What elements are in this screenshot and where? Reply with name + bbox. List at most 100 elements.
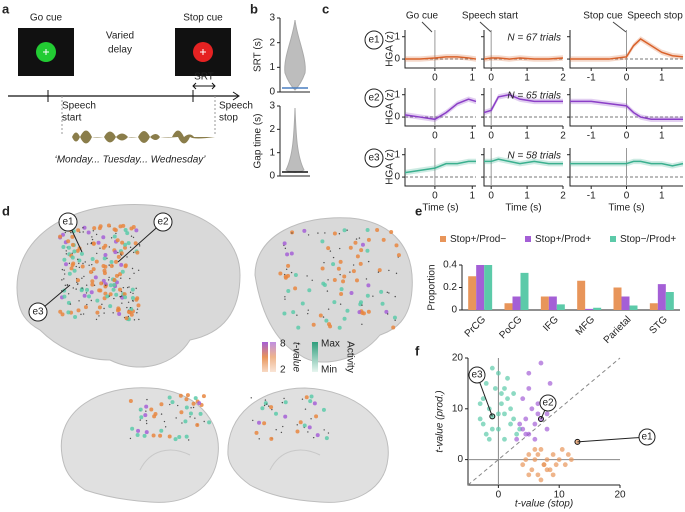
electrode xyxy=(365,248,370,253)
legend-swatch xyxy=(610,236,616,242)
electrode xyxy=(355,238,358,240)
electrode xyxy=(188,411,193,416)
electrode xyxy=(112,312,114,314)
brain-sulcus xyxy=(139,449,321,471)
electrode xyxy=(75,265,77,268)
electrode xyxy=(95,233,98,236)
electrode xyxy=(119,295,122,298)
electrode xyxy=(283,274,288,279)
point xyxy=(496,411,501,417)
electrode xyxy=(332,231,337,236)
electrode xyxy=(70,231,72,234)
electrode xyxy=(70,255,75,260)
x-tick-label: 0 xyxy=(488,73,494,84)
electrode xyxy=(352,264,355,266)
electrode xyxy=(282,311,287,316)
x-axis-label: Time (s) xyxy=(422,203,458,214)
y-tick-label: 0 xyxy=(394,172,400,183)
electrode xyxy=(82,225,87,230)
axes xyxy=(461,265,680,311)
point xyxy=(477,416,483,422)
electrode xyxy=(329,250,332,252)
electrode xyxy=(336,266,341,271)
electrode xyxy=(327,322,332,327)
x-tick-label: 0 xyxy=(496,490,502,501)
electrode xyxy=(119,262,124,267)
electrode xyxy=(91,238,94,241)
electrode xyxy=(263,404,266,407)
electrode xyxy=(324,318,329,323)
electrode xyxy=(103,243,108,248)
stop-cue-label: Stop cue xyxy=(183,13,223,24)
x-tick-label: 2 xyxy=(560,191,566,202)
electrode xyxy=(173,437,178,442)
electrode xyxy=(116,307,121,312)
srt-bracket xyxy=(192,82,216,90)
electrode xyxy=(116,254,121,259)
axes xyxy=(404,88,476,127)
electrode xyxy=(121,302,123,304)
x-tick-label: 1 xyxy=(659,191,665,202)
electrode xyxy=(103,312,105,314)
panel-label: a xyxy=(2,1,10,16)
electrode xyxy=(381,237,386,242)
identity-line xyxy=(467,357,621,486)
electrode xyxy=(193,396,198,401)
electrode xyxy=(160,413,163,415)
electrode xyxy=(113,250,118,255)
point xyxy=(480,421,486,427)
electrode xyxy=(145,420,148,422)
electrode xyxy=(112,234,117,239)
electrode xyxy=(60,232,65,237)
electrode xyxy=(66,245,71,250)
y-tick-label: 1 xyxy=(394,149,400,160)
x-tick-label: 20 xyxy=(614,490,626,501)
panel-label: e xyxy=(415,203,422,218)
electrode xyxy=(108,246,111,248)
electrode xyxy=(129,246,132,249)
electrode xyxy=(337,325,342,330)
electrode xyxy=(83,275,85,278)
electrode xyxy=(284,247,287,250)
electrode xyxy=(82,262,84,265)
electrode xyxy=(82,226,84,229)
electrode xyxy=(379,289,384,294)
electrode xyxy=(312,401,317,406)
bar xyxy=(504,303,513,310)
speech-stop-header: Speech stop xyxy=(627,11,683,22)
fixation xyxy=(200,49,206,55)
panel-c-header: Go cue Speech start Stop cue Speech stop xyxy=(406,11,683,33)
electrode xyxy=(101,235,106,240)
electrode xyxy=(66,310,71,315)
electrode xyxy=(85,292,88,294)
y-tick-label: 2 xyxy=(269,124,275,135)
electrode xyxy=(117,251,119,254)
electrode xyxy=(101,264,106,269)
point xyxy=(520,462,526,468)
electrode xyxy=(169,403,171,406)
electrode-callout xyxy=(28,302,48,322)
bar xyxy=(593,307,602,310)
x-tick-label: 1 xyxy=(469,131,475,142)
callout xyxy=(468,366,486,384)
electrode xyxy=(145,422,148,425)
electrode xyxy=(320,266,325,271)
electrode xyxy=(317,232,319,234)
electrode xyxy=(99,281,104,286)
electrode xyxy=(90,242,92,245)
electrode xyxy=(293,273,298,278)
electrode xyxy=(131,299,134,302)
electrode xyxy=(332,277,337,282)
electrode xyxy=(207,420,212,425)
y-tick-label: 0 xyxy=(457,454,463,465)
electrode xyxy=(388,269,390,272)
electrode xyxy=(332,300,337,305)
electrode xyxy=(129,277,131,280)
electrode xyxy=(254,430,259,435)
waveform xyxy=(62,130,215,144)
srt-label: SRT xyxy=(194,72,214,83)
point xyxy=(559,447,565,452)
y-tick-label: 0 xyxy=(451,305,457,316)
y-tick-label: 0.4 xyxy=(443,260,457,271)
point xyxy=(492,386,498,391)
